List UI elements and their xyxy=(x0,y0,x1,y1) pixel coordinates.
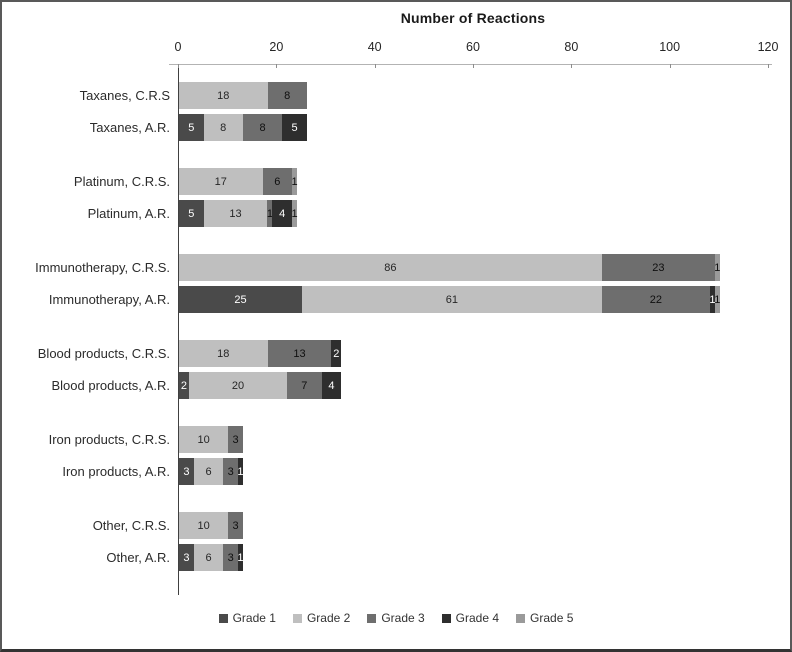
bar-segment: 5 xyxy=(179,200,204,227)
y-axis-line xyxy=(178,64,179,595)
bar-segment: 17 xyxy=(179,168,263,195)
category-label: Immunotherapy, A.R. xyxy=(48,292,170,307)
x-tick-mark xyxy=(571,64,573,68)
category-label: Taxanes, C.R.S xyxy=(79,88,170,103)
x-tick-label: 60 xyxy=(466,40,480,54)
x-tick-label: 80 xyxy=(564,40,579,54)
bar-segment: 3 xyxy=(228,426,243,453)
legend-swatch-icon xyxy=(516,613,526,623)
bar-segment: 5 xyxy=(282,114,307,141)
category-label: Other, A.R. xyxy=(106,550,170,565)
legend-swatch-icon xyxy=(367,613,377,623)
x-axis-line xyxy=(169,64,772,65)
legend-item: Grade 5 xyxy=(516,611,573,625)
legend-label: Grade 2 xyxy=(306,611,351,625)
bar-segment: 2 xyxy=(179,372,189,399)
bar-segment: 8 xyxy=(203,114,243,141)
x-tick-mark xyxy=(374,64,376,68)
bar-segment: 6 xyxy=(262,168,293,195)
bar-segment: 7 xyxy=(287,372,322,399)
bar-segment: 3 xyxy=(223,544,238,571)
bar-row: 25 61 22 1 1 xyxy=(179,286,720,313)
bar-segment: 23 xyxy=(601,254,715,281)
bar-segment: 1 xyxy=(291,168,298,195)
bar-segment: 1 xyxy=(291,200,298,227)
bar-segment: 18 xyxy=(179,340,268,367)
bar-segment: 3 xyxy=(228,512,243,539)
bar-segment: 2 xyxy=(331,340,342,367)
legend-swatch-icon xyxy=(218,613,228,623)
bar-segment: 20 xyxy=(188,372,288,399)
bar-segment: 61 xyxy=(301,286,602,313)
bar-segment: 1 xyxy=(714,254,720,281)
legend-item: Grade 4 xyxy=(441,611,500,625)
bar-segment: 4 xyxy=(321,372,342,399)
bar-row: 10 3 xyxy=(179,512,243,539)
legend-item: Grade 3 xyxy=(367,611,425,625)
category-label: Other, C.R.S. xyxy=(92,518,170,533)
bar-row: 10 3 xyxy=(179,426,243,453)
bar-segment: 3 xyxy=(179,458,194,485)
bar-row: 17 6 1 xyxy=(179,168,298,195)
bar-segment: 6 xyxy=(193,544,224,571)
category-label: Immunotherapy, C.R.S. xyxy=(35,260,170,275)
chart-title: Number of Reactions xyxy=(400,10,546,26)
bar-segment: 13 xyxy=(267,340,332,367)
bar-segment: 3 xyxy=(179,544,194,571)
x-tick-mark xyxy=(276,64,278,68)
bar-row: 86 23 1 xyxy=(179,254,720,281)
legend: Grade 1 Grade 2 Grade 3 Grade 4 Grade 5 xyxy=(2,611,790,625)
bar-segment: 4 xyxy=(272,200,293,227)
category-label: Iron products, A.R. xyxy=(62,464,170,479)
legend-label: Grade 3 xyxy=(381,611,425,625)
bar-segment: 1 xyxy=(237,544,244,571)
bar-segment: 1 xyxy=(709,286,715,313)
x-tick-label: 0 xyxy=(174,40,182,54)
bar-row: 18 8 xyxy=(179,82,307,109)
bar-segment: 86 xyxy=(179,254,602,281)
x-tick-label: 40 xyxy=(367,40,382,54)
bar-segment: 5 xyxy=(179,114,204,141)
category-label: Blood products, A.R. xyxy=(51,378,170,393)
category-label: Taxanes, A.R. xyxy=(89,120,170,135)
bar-segment: 25 xyxy=(179,286,302,313)
bar-segment: 18 xyxy=(179,82,268,109)
category-label: Blood products, C.R.S. xyxy=(37,346,170,361)
bar-row: 2 20 7 4 xyxy=(179,372,342,399)
bar-row: 18 13 2 xyxy=(179,340,342,367)
category-label: Platinum, C.R.S. xyxy=(73,174,170,189)
x-tick-mark xyxy=(178,64,179,68)
x-tick-mark xyxy=(669,64,671,68)
legend-item: Grade 2 xyxy=(292,611,351,625)
x-tick-label: 120 xyxy=(757,40,779,54)
bar-segment: 22 xyxy=(601,286,710,313)
x-tick-label: 100 xyxy=(659,40,681,54)
legend-label: Grade 1 xyxy=(232,611,276,625)
category-label: Iron products, C.R.S. xyxy=(48,432,170,447)
bar-segment: 6 xyxy=(193,458,224,485)
bar-segment: 8 xyxy=(242,114,283,141)
bar-segment: 13 xyxy=(203,200,268,227)
x-tick-mark xyxy=(768,64,769,68)
bar-segment: 1 xyxy=(714,286,720,313)
legend-item: Grade 1 xyxy=(218,611,276,625)
category-label: Platinum, A.R. xyxy=(87,206,170,221)
bar-segment: 3 xyxy=(223,458,238,485)
bar-segment: 1 xyxy=(267,200,273,227)
bar-segment: 8 xyxy=(267,82,307,109)
legend-label: Grade 4 xyxy=(455,611,500,625)
bar-segment: 1 xyxy=(237,458,244,485)
x-tick-label: 20 xyxy=(269,40,284,54)
bar-segment: 10 xyxy=(179,426,229,453)
legend-label: Grade 5 xyxy=(530,611,574,625)
bar-segment: 10 xyxy=(179,512,229,539)
legend-swatch-icon xyxy=(441,613,451,623)
legend-swatch-icon xyxy=(292,613,302,623)
bar-row: 5 13 1 4 1 xyxy=(179,200,298,227)
x-tick-mark xyxy=(473,64,474,68)
